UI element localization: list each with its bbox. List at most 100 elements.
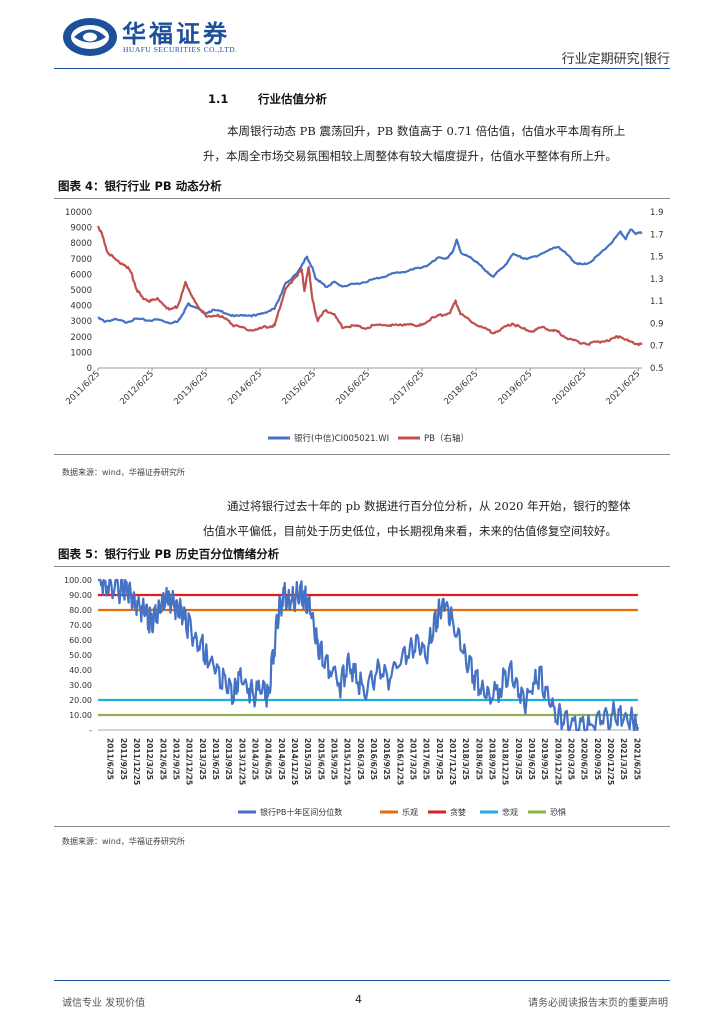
x-tick-label: 2015/12/25 [343, 738, 352, 785]
x-tick-label: 2017/6/25 [388, 369, 426, 407]
x-tick-label: 2019/6/25 [527, 738, 536, 780]
series-bank-index-line [97, 228, 643, 325]
footer-disclaimer: 请务必阅读报告末页的重要声明 [528, 998, 668, 1009]
x-tick-label: 2012/6/25 [158, 738, 167, 780]
figure-5-top-rule [54, 566, 670, 567]
x-tick-label: 2013/6/25 [211, 738, 220, 780]
page-number: 4 [355, 993, 362, 1006]
x-tick-label: 2020/12/25 [606, 738, 615, 785]
y-tick-label: 30.00 [69, 681, 92, 690]
x-tick-label: 2012/6/25 [118, 369, 156, 407]
paragraph-2-line-1: 通过将银行过去十年的 pb 数据进行百分位分析，从 2020 年开始，银行的整体 [227, 499, 631, 513]
legend-label: 银行PB十年区间分位数 [260, 807, 342, 817]
x-tick-label: 2017/3/25 [409, 738, 418, 780]
x-tick-label: 2012/3/25 [145, 738, 154, 780]
report-type: 行业定期研究|银行 [561, 52, 670, 67]
figure-4-title: 图表 4：银行行业 PB 动态分析 [58, 179, 222, 193]
x-tick-label: 2018/9/25 [488, 738, 497, 780]
x-tick-label: 2014/3/25 [250, 738, 259, 780]
x-tick-label: 2020/6/25 [580, 738, 589, 780]
x-tick-label: 2016/6/25 [369, 738, 378, 780]
y-left-tick-label: 5000 [70, 286, 92, 296]
x-tick-label: 2018/3/25 [461, 738, 470, 780]
x-tick-label: 2017/12/25 [448, 738, 457, 785]
y-tick-label: 10.00 [69, 711, 92, 720]
x-tick-label: 2018/12/25 [501, 738, 510, 785]
section-heading: 1.1 行业估值分析 [208, 91, 327, 107]
x-tick-label: 2017/6/25 [422, 738, 431, 780]
legend-label: 悲观 [502, 807, 518, 817]
x-tick-label: 2013/6/25 [172, 369, 210, 407]
x-tick-label: 2014/9/25 [277, 738, 286, 780]
figure-4-top-rule [54, 198, 670, 199]
series-percentile-line [97, 578, 640, 732]
y-tick-label: 70.00 [69, 621, 92, 630]
x-tick-label: 2016/6/25 [334, 369, 372, 407]
x-tick-label: 2018/6/25 [474, 738, 483, 780]
x-tick-label: 2015/6/25 [316, 738, 325, 780]
figure-5-source: 数据来源：wind，华福证券研究所 [62, 837, 185, 846]
x-tick-label: 2020/3/25 [567, 738, 576, 780]
y-left-tick-label: 4000 [70, 302, 92, 312]
y-left-tick-label: 6000 [70, 270, 92, 280]
y-left-tick-label: 9000 [70, 224, 92, 234]
y-tick-label: - [89, 726, 92, 735]
x-tick-label: 2014/6/25 [264, 738, 273, 780]
company-name-cn: 华福证券 [122, 19, 230, 48]
x-tick-label: 2019/6/25 [496, 369, 534, 407]
x-tick-label: 2020/6/25 [550, 369, 588, 407]
x-tick-label: 2018/6/25 [442, 369, 480, 407]
x-tick-label: 2011/6/25 [106, 738, 115, 780]
x-tick-label: 2016/9/25 [382, 738, 391, 780]
footer-slogan: 诚信专业 发现价值 [62, 998, 146, 1009]
x-tick-label: 2021/6/25 [632, 738, 641, 780]
x-tick-label: 2013/9/25 [224, 738, 233, 780]
figure-4-source: 数据来源：wind，华福证券研究所 [62, 468, 185, 477]
y-left-tick-label: 7000 [70, 255, 92, 265]
x-tick-label: 2015/9/25 [329, 738, 338, 780]
y-right-tick-label: 0.5 [650, 364, 664, 374]
company-name-en: HUAFU SECURITIES CO.,LTD. [123, 45, 238, 54]
paragraph-1-line-1: 本周银行动态 PB 震荡回升，PB 数值高于 0.71 倍估值，估值水平本周有所… [227, 124, 626, 138]
header-divider [54, 68, 670, 69]
y-left-tick-label: 2000 [70, 333, 92, 343]
legend-label: 银行(中信)CI005021.WI [294, 433, 389, 444]
x-tick-label: 2011/6/25 [64, 369, 102, 407]
paragraph-1-line-2: 升，本周全市场交易氛围相较上周整体有较大幅度提升，估值水平整体有所上升。 [203, 149, 617, 163]
section-title: 行业估值分析 [258, 92, 327, 106]
y-tick-label: 80.00 [69, 606, 92, 615]
x-tick-label: 2014/12/25 [290, 738, 299, 785]
y-tick-label: 40.00 [69, 666, 92, 675]
y-right-tick-label: 1.1 [650, 297, 664, 307]
x-tick-label: 2017/9/25 [435, 738, 444, 780]
y-tick-label: 60.00 [69, 636, 92, 645]
x-tick-label: 2020/9/25 [593, 738, 602, 780]
section-number: 1.1 [208, 92, 229, 106]
x-tick-label: 2019/12/25 [553, 738, 562, 785]
legend-label: PB（右轴） [424, 433, 469, 444]
y-right-tick-label: 0.9 [650, 319, 664, 329]
x-tick-label: 2013/12/25 [237, 738, 246, 785]
paragraph-1: 本周银行动态 PB 震荡回升，PB 数值高于 0.71 倍估值，估值水平本周有所… [203, 119, 670, 169]
x-tick-label: 2015/6/25 [280, 369, 318, 407]
figure-5-bottom-rule [54, 826, 670, 827]
x-tick-label: 2011/12/25 [132, 738, 141, 785]
y-right-tick-label: 0.7 [650, 342, 664, 352]
x-tick-label: 2013/3/25 [198, 738, 207, 780]
paragraph-2-line-2: 估值水平偏低，目前处于历史低位，中长期视角来看，未来的估值修复空间较好。 [203, 524, 617, 538]
company-logo [63, 18, 117, 56]
footer-divider [54, 980, 670, 981]
x-tick-label: 2016/12/25 [395, 738, 404, 785]
x-tick-label: 2019/9/25 [540, 738, 549, 780]
y-right-tick-label: 1.3 [650, 275, 664, 285]
legend-label: 恐惧 [550, 807, 566, 817]
y-tick-label: 100.00 [64, 576, 92, 585]
pb-percentile-chart: - 10.00 20.00 30.00 40.00 50.00 60.00 70.00 80.0… [64, 576, 641, 817]
x-tick-label: 2011/9/25 [119, 738, 128, 780]
y-left-tick-label: 3000 [70, 317, 92, 327]
y-right-tick-label: 1.7 [650, 230, 664, 240]
series-pb-line [96, 225, 643, 347]
x-tick-label: 2012/9/25 [171, 738, 180, 780]
y-tick-label: 20.00 [69, 696, 92, 705]
y-right-tick-label: 1.9 [650, 208, 664, 218]
